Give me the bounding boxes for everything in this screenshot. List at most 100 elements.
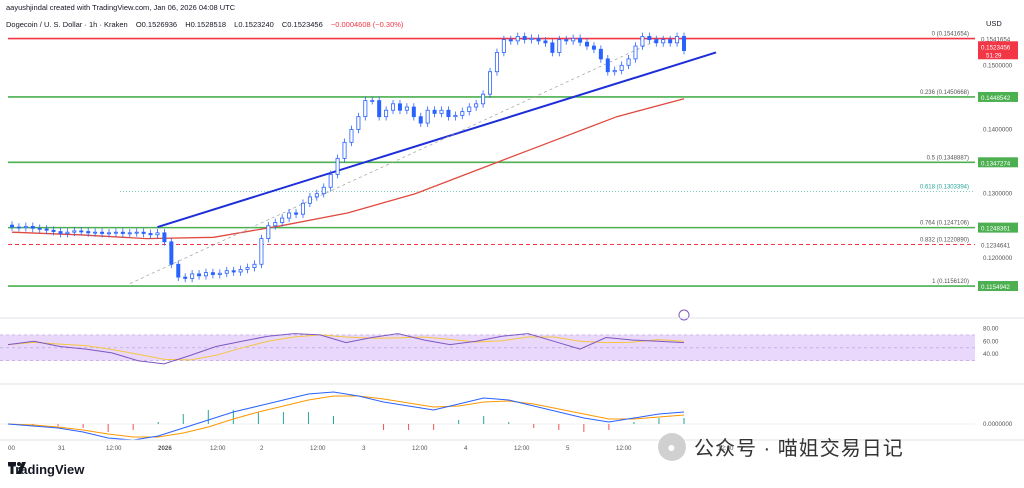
candle-body <box>418 116 423 124</box>
price-axis: 0.1500000 0.1400000 0.1300000 0.1200000 0.15… <box>678 41 1018 321</box>
candle-body <box>23 226 28 229</box>
current-price-timer: 51:29 <box>986 52 1002 59</box>
fib-levels: 0 (0.1541654) 0.1541654 0.236 (0.1450668) 0… <box>8 32 1018 292</box>
candle-body <box>252 263 257 268</box>
candle-body <box>661 39 666 44</box>
candle-body <box>210 272 215 275</box>
candle-body <box>467 106 472 112</box>
fib-axis-value: 0.1448542 <box>981 95 1011 102</box>
candle-body <box>224 270 229 274</box>
time-tick: 12:00 <box>718 445 734 452</box>
candle-body <box>141 231 146 234</box>
fib-label: 0 (0.1541654) <box>932 32 969 38</box>
candle-body <box>169 241 174 265</box>
candle-body <box>190 273 195 279</box>
candle-body <box>321 186 326 195</box>
candle-body <box>183 276 188 279</box>
candle-body <box>633 45 638 60</box>
candle-body <box>335 157 340 175</box>
fib-diagonal <box>129 38 661 284</box>
candles <box>9 32 687 283</box>
candle-body <box>404 106 409 111</box>
candle-body <box>425 109 430 124</box>
fib-axis-badge <box>978 239 1018 250</box>
candle-body <box>536 37 541 42</box>
fib-label: 0.832 (0.1220890) <box>920 237 969 243</box>
time-tick: 5 <box>566 445 570 452</box>
fib-axis-badge <box>978 157 1018 168</box>
close-value: C0.1523456 <box>281 20 323 29</box>
candle-body <box>79 230 84 233</box>
fib-label: 0.5 (0.1348887) <box>927 155 969 161</box>
candle-body <box>294 212 299 215</box>
tradingview-logo[interactable]: TradingView <box>8 462 84 477</box>
candle-body <box>266 225 271 240</box>
symbol-ohlc-line: Dogecoin / U. S. Dollar · 1h · Kraken O0… <box>6 20 409 29</box>
candle-body <box>446 109 451 118</box>
candle-body <box>120 231 125 234</box>
time-tick: 12:00 <box>616 445 632 452</box>
candle-body <box>557 39 562 53</box>
candle-body <box>349 129 354 143</box>
candle-body <box>231 270 236 273</box>
fib-axis-value: 0.1541654 <box>981 37 1011 44</box>
time-tick: 2026 <box>158 445 172 452</box>
time-tick: 2 <box>260 445 264 452</box>
candle-body <box>287 212 292 219</box>
candle-body <box>100 231 105 234</box>
candle-body <box>65 231 70 234</box>
candle-body <box>93 231 98 234</box>
time-tick: 12:00 <box>310 445 326 452</box>
macd-panel: 0.0000000 <box>0 383 1024 441</box>
candle-body <box>51 229 56 232</box>
tradingview-icon <box>8 462 26 474</box>
candle-body <box>300 202 305 215</box>
candle-body <box>626 58 631 66</box>
candle-body <box>675 36 680 44</box>
macd-line <box>7 391 685 441</box>
price-tick: 0.1500000 <box>983 62 1013 69</box>
candle-body <box>106 232 111 235</box>
rsi-tick: 60.00 <box>983 338 999 345</box>
macd-signal-line <box>7 395 685 438</box>
candle-body <box>370 100 375 103</box>
candle-body <box>488 71 493 95</box>
candle-body <box>515 36 520 42</box>
fib-label: 0.236 (0.1450668) <box>920 90 969 96</box>
candle-body <box>391 103 396 111</box>
candle-body <box>453 114 458 118</box>
fib-axis-badge <box>978 33 1018 44</box>
fib-label: 0.618 (0.1303394) <box>920 184 969 190</box>
candle-body <box>585 41 590 47</box>
candle-body <box>314 193 319 198</box>
time-tick: 4 <box>464 445 468 452</box>
candle-body <box>16 226 21 229</box>
candle-body <box>384 109 389 118</box>
symbol-name[interactable]: Dogecoin / U. S. Dollar · 1h · Kraken <box>6 20 128 29</box>
price-tick: 0.1200000 <box>983 255 1013 262</box>
rsi-tick: 40.00 <box>983 351 999 358</box>
axis-currency: USD <box>986 19 1002 28</box>
candle-body <box>474 103 479 108</box>
fib-axis-badge <box>978 222 1018 233</box>
wechat-icon: ● <box>658 432 686 461</box>
candle-body <box>148 233 153 236</box>
candle-body <box>522 36 527 41</box>
moving-average <box>11 98 685 240</box>
current-price-value: 0.1523456 <box>981 44 1011 51</box>
candle-body <box>363 100 368 118</box>
candle-body <box>30 226 35 229</box>
candle-body <box>543 40 548 44</box>
fib-axis-badge <box>978 281 1018 292</box>
rsi-line <box>7 333 685 365</box>
time-tick: 3 <box>362 445 366 452</box>
fib-axis-value: 0.1154942 <box>981 284 1010 291</box>
trendline-line <box>157 51 717 229</box>
candle-body <box>58 231 63 234</box>
change-value: −0.0004608 (−0.30%) <box>330 20 404 29</box>
time-tick: 31 <box>58 445 65 452</box>
fib-axis-value: 0.1347274 <box>981 160 1011 167</box>
candle-body <box>668 39 673 44</box>
candle-body <box>238 269 243 273</box>
